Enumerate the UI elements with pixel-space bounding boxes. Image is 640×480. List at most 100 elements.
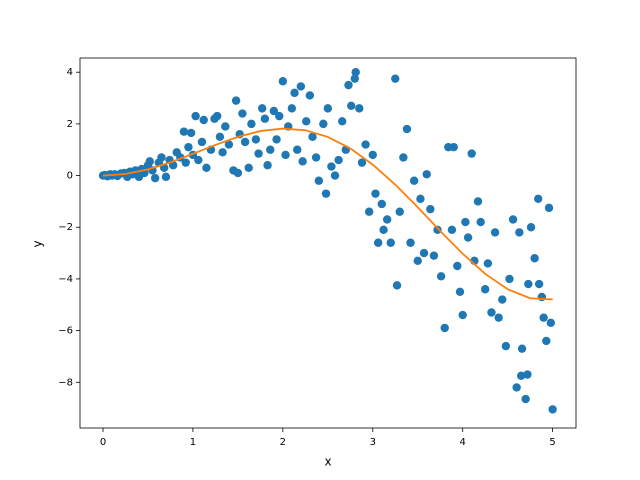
- scatter-point: [184, 142, 193, 152]
- scatter-point: [508, 215, 518, 224]
- scatter-point: [197, 137, 207, 147]
- scatter-point: [161, 172, 171, 182]
- scatter-point: [221, 122, 230, 131]
- scatter-point: [447, 225, 457, 235]
- scatter-point: [461, 217, 470, 227]
- fit-line: [102, 127, 553, 301]
- scatter-point: [357, 158, 367, 167]
- scatter-point: [179, 127, 189, 136]
- scatter-point: [440, 323, 449, 333]
- scatter-point: [473, 197, 483, 206]
- scatter-point: [368, 150, 377, 160]
- scatter-point: [416, 194, 425, 204]
- scatter-point: [231, 96, 241, 105]
- scatter-point: [247, 119, 256, 129]
- scatter-point: [157, 153, 166, 162]
- y-tick-label: −4: [58, 274, 73, 285]
- scatter-point: [319, 119, 328, 129]
- scatter-point: [463, 233, 473, 242]
- scatter-point: [260, 114, 270, 123]
- scatter-point: [515, 228, 524, 237]
- scatter-point: [406, 238, 415, 247]
- scatter-point: [251, 135, 261, 144]
- scatter-point: [244, 163, 253, 173]
- x-tick-label: 2: [280, 437, 286, 448]
- y-axis-label: y: [31, 240, 45, 247]
- scatter-point: [542, 336, 551, 346]
- scatter-point: [350, 74, 359, 83]
- scatter-point: [453, 261, 462, 271]
- scatter-point: [422, 170, 431, 179]
- scatter-point: [379, 225, 388, 235]
- x-tick-label: 0: [100, 437, 106, 448]
- scatter-point: [334, 155, 343, 165]
- scatter-point: [296, 82, 306, 91]
- scatter-point: [391, 74, 400, 83]
- scatter-point: [150, 173, 160, 183]
- scatter-point: [524, 279, 533, 289]
- scatter-point: [281, 150, 290, 160]
- scatter-point: [330, 171, 340, 180]
- scatter-point: [254, 149, 263, 158]
- scatter-point: [321, 189, 331, 198]
- scatter-point: [505, 274, 514, 284]
- scatter-point: [290, 88, 299, 98]
- scatter-point: [351, 68, 360, 77]
- y-tick-label: −8: [58, 377, 73, 388]
- scatter-point: [419, 248, 429, 258]
- scatter-point: [305, 91, 315, 100]
- scatter-point: [355, 104, 364, 113]
- x-tick-label: 4: [460, 437, 466, 448]
- scatter-point: [224, 140, 234, 149]
- scatter-point: [539, 313, 548, 322]
- scatter-point: [413, 256, 422, 266]
- scatter-point: [377, 199, 386, 209]
- scatter-point: [323, 104, 333, 113]
- scatter-point: [215, 132, 225, 142]
- scatter-point: [476, 217, 485, 227]
- x-tick-label: 5: [549, 437, 555, 448]
- y-tick-label: 4: [67, 67, 73, 78]
- scatter-point: [526, 223, 536, 232]
- scatter-point: [521, 394, 530, 404]
- y-tick-label: 2: [67, 119, 73, 130]
- scatter-point: [344, 80, 353, 90]
- scatter-point: [392, 281, 402, 290]
- scatter-point: [501, 341, 511, 351]
- scatter-point: [373, 238, 383, 247]
- x-tick-label: 3: [370, 437, 376, 448]
- scatter-point: [266, 145, 275, 154]
- scatter-point: [314, 176, 324, 185]
- scatter-point: [272, 135, 281, 144]
- scatter-point: [269, 106, 279, 116]
- scatter-point: [429, 251, 439, 260]
- scatter-point: [287, 104, 297, 113]
- scatter-point: [302, 117, 311, 126]
- scatter-point: [402, 124, 412, 134]
- plot-frame: [79, 57, 577, 429]
- scatter-point: [433, 225, 442, 235]
- scatter-point: [257, 104, 267, 113]
- scatter-point: [480, 285, 490, 294]
- scatter-point: [426, 204, 435, 214]
- scatter-point: [346, 101, 356, 111]
- scatter-point: [371, 189, 380, 198]
- scatter-point: [327, 162, 336, 171]
- scatter-point: [338, 117, 347, 126]
- scatter-point: [168, 161, 178, 170]
- y-tick-label: −6: [58, 326, 73, 337]
- scatter-point: [534, 279, 544, 289]
- scatter-point: [278, 77, 288, 86]
- scatter-point: [455, 287, 465, 297]
- scatter-point: [145, 157, 154, 166]
- scatter-point: [516, 371, 526, 381]
- scatter-point: [494, 313, 503, 322]
- scatter-point: [181, 158, 190, 167]
- scatter-point: [395, 207, 404, 216]
- scatter-point: [382, 215, 392, 224]
- scatter-point: [409, 176, 419, 185]
- scatter-point: [263, 161, 272, 170]
- scatter-point: [386, 238, 395, 247]
